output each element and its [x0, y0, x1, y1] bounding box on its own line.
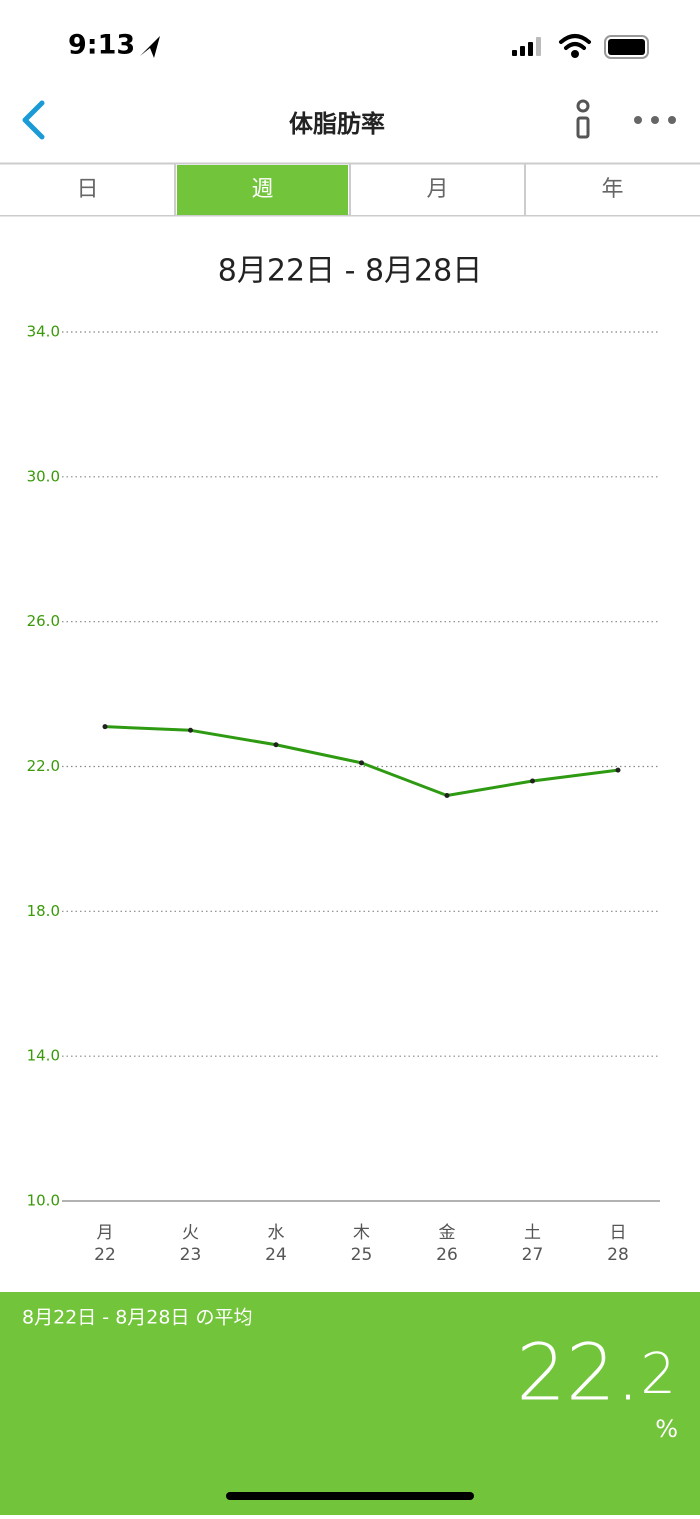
y-tick-label: 30.0: [27, 467, 60, 485]
battery-level: [608, 39, 645, 55]
tab-label: 年: [601, 177, 623, 202]
data-point: [359, 760, 364, 766]
y-tick-label: 14.0: [27, 1047, 60, 1065]
data-point: [444, 792, 450, 798]
tab-label: 日: [76, 177, 98, 202]
summary-panel: [0, 1292, 700, 1515]
x-tick-label: 23: [180, 1245, 202, 1265]
tab-label: 週: [251, 177, 273, 202]
data-point: [188, 727, 193, 733]
back-button[interactable]: [22, 100, 45, 140]
more-button[interactable]: [634, 116, 676, 124]
x-tick-label: 26: [436, 1245, 458, 1265]
x-tick-weekday: 土: [524, 1223, 541, 1243]
x-tick-label: 27: [522, 1245, 544, 1265]
chart: 10.0 14.0 18.0 22.0 26.0 30.0 34.0 月22 火23 水24 木25…: [27, 323, 660, 1265]
x-tick-weekday: 水: [268, 1223, 285, 1243]
home-indicator: [226, 1492, 474, 1500]
signal-icon: [512, 37, 541, 56]
x-tick-weekday: 月: [97, 1223, 114, 1243]
y-tick-label: 18.0: [27, 902, 60, 920]
battery-icon: [604, 35, 649, 59]
data-point: [615, 767, 621, 773]
tab-label: 月: [426, 177, 448, 202]
status-time: 9:13: [68, 30, 135, 61]
tab[interactable]: [525, 165, 700, 215]
x-tick-weekday: 火: [182, 1223, 199, 1243]
summary-value: 22.2: [516, 1329, 676, 1419]
x-tick-label: 22: [94, 1245, 116, 1265]
y-tick-label: 26.0: [27, 612, 60, 630]
nav-title: 体脂肪率: [289, 110, 385, 138]
y-tick-label: 22.0: [27, 757, 60, 775]
tabs: 日週月年: [0, 164, 700, 215]
y-tick-label: 10.0: [27, 1192, 60, 1210]
summary-label: 8月22日 - 8月28日 の平均: [22, 1307, 253, 1329]
x-tick-weekday: 金: [439, 1223, 456, 1243]
range-title: 8月22日 - 8月28日: [218, 254, 482, 289]
tab[interactable]: [177, 165, 348, 215]
data-point: [530, 778, 535, 784]
tab[interactable]: [350, 165, 525, 215]
x-tick-weekday: 日: [610, 1223, 627, 1243]
tab[interactable]: [0, 165, 175, 215]
data-point: [102, 724, 108, 730]
x-tick-weekday: 木: [353, 1223, 370, 1243]
x-tick-label: 28: [607, 1245, 629, 1265]
x-tick-label: 24: [265, 1245, 287, 1265]
wifi-icon: [559, 34, 591, 58]
info-button[interactable]: [576, 99, 590, 139]
y-tick-label: 34.0: [27, 323, 60, 341]
location-icon: [140, 36, 160, 58]
x-tick-label: 25: [351, 1245, 373, 1265]
summary-unit: %: [655, 1415, 678, 1443]
data-point: [273, 742, 279, 748]
